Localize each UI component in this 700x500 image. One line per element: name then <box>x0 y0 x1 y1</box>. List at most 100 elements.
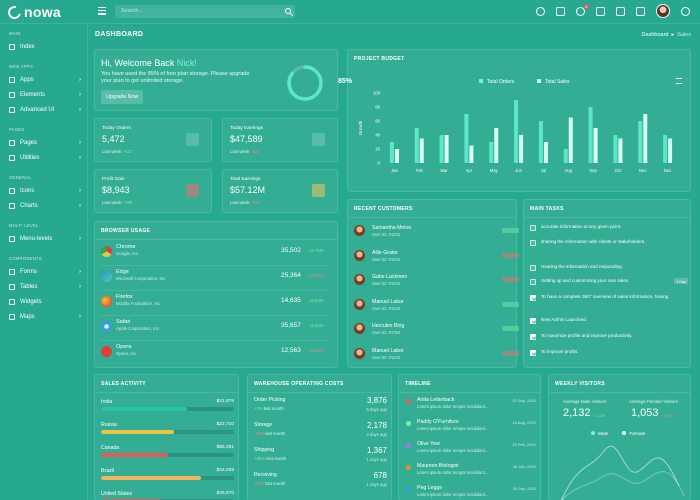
bar-sales <box>419 138 424 163</box>
timeline-item[interactable]: Maureen Biologist Lorem ipsum dolor tempo… <box>404 463 536 485</box>
sidebar-item-charts[interactable]: Charts › <box>9 201 81 211</box>
task-item[interactable]: To improve profits. <box>530 349 688 356</box>
sidebar-item-widgets[interactable]: Widgets <box>9 297 81 307</box>
timeline-dot-icon <box>406 443 411 448</box>
task-text: New Admin Launched. <box>541 317 587 322</box>
customer-row[interactable]: Manuel Labor User ID: #1234 <box>354 296 519 320</box>
browser-row[interactable]: Firefox Mozilla Foundation, Inc. 14,635 … <box>100 292 330 316</box>
sidebar-item-utilities[interactable]: Utilities › <box>9 153 81 163</box>
sidebar-item-pages[interactable]: Pages › <box>9 138 81 148</box>
card-title: MAIN TASKS <box>530 206 564 212</box>
task-checkbox[interactable] <box>530 349 536 356</box>
firefox-icon <box>101 296 112 307</box>
user-avatar[interactable] <box>656 4 670 18</box>
task-checkbox[interactable] <box>530 224 536 231</box>
sidebar-section-components: COMPONENTS <box>9 256 43 261</box>
warehouse-item-period: last month <box>263 406 284 411</box>
task-text: To have a complete 360° overview of sale… <box>541 294 669 299</box>
warehouse-item-sub: +3% last month <box>254 406 284 411</box>
stat-change: +427 <box>122 149 133 154</box>
timeline-item[interactable]: Peg Legge Lorem ipsum dolor tempor incidi… <box>404 485 536 500</box>
storage-progress-ring: 85% <box>285 63 352 103</box>
task-checkbox[interactable] <box>530 264 536 271</box>
sales-row: Canada ↓ $56,291 <box>101 445 234 457</box>
stat-value: $57.12M <box>230 185 266 195</box>
map-icon <box>9 314 15 320</box>
warehouse-costs-card: WAREHOUSE OPERATING COSTS Order Picking 3… <box>247 374 392 500</box>
task-checkbox[interactable] <box>530 239 536 246</box>
sales-country: India <box>101 399 113 405</box>
bar-orders <box>439 135 444 163</box>
y-axis-label: Growth <box>358 120 363 135</box>
sidebar-item-advanced-ui[interactable]: Advanced UI › <box>9 105 81 115</box>
sidebar-right-icon[interactable] <box>636 6 645 16</box>
timeline-item[interactable]: Anita Letterback Lorem ipsum dolor tempor… <box>404 397 536 419</box>
upgrade-now-button[interactable]: Upgrade Now <box>101 90 144 104</box>
customer-row[interactable]: Samantha Melon User ID: #1234 <box>354 222 519 246</box>
task-checkbox[interactable] <box>530 294 536 301</box>
browser-row[interactable]: Opera Opera, Inc. 12,563 15.12% <box>100 342 330 366</box>
task-text: Hearing the information and responding <box>541 264 622 269</box>
customer-row[interactable]: Hercules Bing User ID: #1754 <box>354 320 519 344</box>
fullscreen-icon[interactable] <box>616 6 625 16</box>
sidebar-item-forms[interactable]: Forms › <box>9 267 81 277</box>
language-icon[interactable] <box>536 6 545 16</box>
search-box <box>115 5 295 18</box>
task-text: To maximize profits and improve producti… <box>541 333 633 338</box>
cart-icon[interactable] <box>556 6 565 16</box>
customer-row[interactable]: Manuel Labor User ID: #1234 <box>354 345 519 369</box>
profit-icon <box>186 184 199 197</box>
task-item[interactable]: Setting up and customizing your own sale… <box>530 278 688 285</box>
sidebar-item-tables[interactable]: Tables › <box>9 282 81 292</box>
search-input[interactable] <box>115 5 275 17</box>
timeline-item[interactable]: Paddy O'Furniture Lorem ipsum dolor tempo… <box>404 419 536 441</box>
sidebar-item-menu-levels[interactable]: Menu-levels › <box>9 234 81 244</box>
sidebar-item-index[interactable]: Index <box>9 42 81 52</box>
safari-icon <box>101 321 112 332</box>
customer-row[interactable]: Gabe Lackmen User ID: #1234 <box>354 271 519 295</box>
task-checkbox[interactable] <box>530 317 536 324</box>
task-item[interactable]: To have a complete 360° overview of sale… <box>530 294 688 301</box>
recent-customers-card: RECENT CUSTOMERS Samantha Melon User ID: … <box>347 199 519 369</box>
menu-toggle-icon[interactable] <box>98 7 106 16</box>
customer-status-badge <box>502 252 519 258</box>
timeline-item[interactable]: Olive Yew Lorem ipsum dolor tempor incidi… <box>404 441 536 463</box>
warehouse-item-sub: +45% last month <box>254 456 286 461</box>
y-tick-label: 100 <box>373 91 381 96</box>
messages-icon[interactable] <box>596 6 605 16</box>
welcome-card: Hi, Welcome Back Nick! You have used the… <box>94 49 352 111</box>
customer-status-badge <box>502 228 519 233</box>
customer-row[interactable]: Allie Grater User ID: #1234 <box>354 247 519 271</box>
task-checkbox[interactable] <box>530 278 536 285</box>
brand-logo[interactable]: nowa <box>5 3 61 21</box>
task-item[interactable]: accurate information at any given point. <box>530 224 688 231</box>
task-item[interactable]: Hearing the information and responding <box>530 264 688 271</box>
sidebar-item-apps[interactable]: Apps › <box>9 75 81 85</box>
timeline-dot-icon <box>406 421 411 426</box>
sidebar-item-icons[interactable]: Icons › <box>9 186 81 196</box>
browser-row[interactable]: Chrome Google, Inc. 35,502 12.75% <box>100 242 330 266</box>
breadcrumb-dashboard[interactable]: Dashboard <box>641 32 669 38</box>
browser-value: 12,563 <box>281 347 301 354</box>
sidebar: MAIN Index WEB APPS Apps › Elements › Adva… <box>0 24 88 500</box>
trend-arrow-icon: ↑ <box>212 399 217 404</box>
task-checkbox[interactable] <box>530 333 536 340</box>
customer-name: Manuel Labor <box>372 347 404 354</box>
task-item[interactable]: sharing the information with clients or … <box>530 239 688 246</box>
x-tick-label: Feb <box>416 168 424 173</box>
sidebar-item-elements[interactable]: Elements › <box>9 90 81 100</box>
sidebar-item-maps[interactable]: Maps › <box>9 312 81 322</box>
stat-card-today-earnings: Today Earnings $47,589 Last week -453 <box>222 118 338 162</box>
settings-gear-icon[interactable] <box>681 6 690 16</box>
legend-male: Male <box>591 431 608 437</box>
browser-row[interactable]: Safari Apple Corporation, Inc. 35,657 12… <box>100 317 330 341</box>
browser-name: Edge <box>116 269 129 275</box>
browser-row[interactable]: Edge Microsoft Corporation, Inc. 25,364 … <box>100 267 330 291</box>
task-item[interactable]: New Admin Launched. <box>530 317 688 324</box>
notification-bell-icon[interactable]: 4 <box>576 3 589 16</box>
task-item[interactable]: To maximize profits and improve producti… <box>530 333 688 340</box>
task-text: Setting up and customizing your own sale… <box>541 278 630 283</box>
chevron-right-icon: › <box>79 77 81 83</box>
search-icon[interactable] <box>285 8 291 14</box>
more-menu-icon[interactable] <box>676 78 682 84</box>
